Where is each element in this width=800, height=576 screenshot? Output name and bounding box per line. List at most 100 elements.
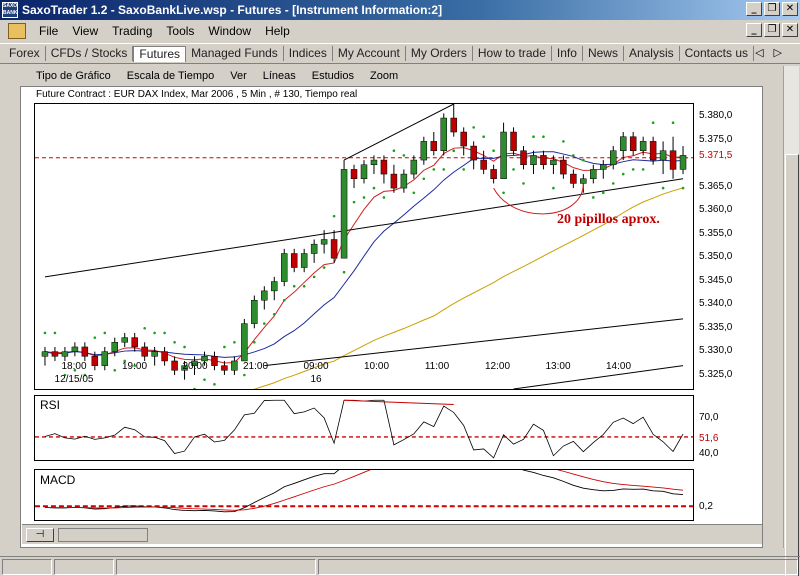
price-tick-label: 5.371,5 bbox=[699, 150, 733, 162]
candle-body bbox=[241, 323, 248, 362]
tab-analysis[interactable]: Analysis bbox=[624, 46, 680, 61]
chart-menu-zoom[interactable]: Zoom bbox=[369, 70, 399, 82]
psar-dot bbox=[153, 331, 156, 335]
rsi-line bbox=[44, 399, 684, 459]
rsi-chart[interactable] bbox=[34, 395, 694, 461]
macd-tick-label: 0,2 bbox=[699, 501, 713, 512]
candle-body bbox=[619, 136, 627, 151]
time-tick-label: 20:00 bbox=[182, 361, 208, 372]
chart-menu-lines[interactable]: Líneas bbox=[262, 70, 296, 82]
candle-body bbox=[530, 155, 537, 165]
document-icon[interactable] bbox=[8, 23, 26, 39]
psar-dot bbox=[562, 140, 565, 143]
candle-body bbox=[171, 360, 178, 371]
price-tick-label: 5.335,0 bbox=[699, 321, 733, 333]
menu-view[interactable]: View bbox=[72, 24, 99, 38]
candle-body bbox=[659, 150, 667, 161]
time-tick-label: 13:00 bbox=[545, 361, 571, 372]
macd-chart[interactable] bbox=[34, 469, 694, 521]
mdi-minimize-button[interactable]: _ bbox=[746, 23, 762, 37]
tab-contacts-us[interactable]: Contacts us bbox=[680, 46, 755, 61]
candle-body bbox=[201, 356, 208, 362]
trendline bbox=[264, 318, 684, 367]
psar-dot bbox=[93, 336, 97, 339]
minimize-button[interactable]: _ bbox=[746, 2, 762, 16]
chart-menu-time-scale[interactable]: Escala de Tiempo bbox=[126, 70, 215, 82]
vertical-scrollbar[interactable] bbox=[783, 66, 799, 576]
menu-trading[interactable]: Trading bbox=[112, 24, 153, 38]
mdi-close-button[interactable]: ✕ bbox=[782, 23, 798, 37]
chart-menu-chart-type[interactable]: Tipo de Gráfico bbox=[36, 70, 111, 82]
psar-dot bbox=[412, 191, 416, 195]
mdi-restore-button[interactable]: ❐ bbox=[764, 23, 780, 37]
annotation-arrow bbox=[493, 183, 584, 215]
candle-body bbox=[350, 169, 358, 180]
price-tick-label: 5.330,0 bbox=[699, 345, 733, 357]
candle-body bbox=[271, 281, 278, 292]
candle-body bbox=[480, 159, 487, 170]
tab-my-orders[interactable]: My Orders bbox=[406, 46, 473, 61]
chart-menu-view[interactable]: Ver bbox=[230, 70, 247, 82]
psar-dot bbox=[292, 284, 296, 288]
psar-dot bbox=[552, 186, 555, 190]
status-cell bbox=[116, 559, 316, 575]
candle-body bbox=[81, 346, 89, 357]
tab-managed-funds[interactable]: Managed Funds bbox=[186, 46, 284, 61]
candle-body bbox=[590, 169, 597, 180]
tab-my-account[interactable]: My Account bbox=[333, 46, 406, 61]
scrollbar-thumb[interactable] bbox=[785, 154, 799, 576]
time-tick-label: 14:00 bbox=[605, 361, 632, 372]
candle-body bbox=[450, 117, 457, 133]
candle-body bbox=[510, 131, 517, 151]
psar-dot bbox=[163, 331, 166, 335]
candle-body bbox=[649, 141, 657, 161]
price-chart[interactable] bbox=[34, 103, 694, 390]
chart-menu: Tipo de Gráfico Escala de Tiempo Ver Lín… bbox=[20, 66, 762, 86]
psar-dot bbox=[681, 186, 685, 190]
psar-dot bbox=[452, 149, 456, 153]
candle-body bbox=[420, 141, 428, 161]
tab-next-arrow-icon[interactable]: ▷ bbox=[773, 47, 792, 59]
status-bar bbox=[0, 556, 800, 576]
psar-dot bbox=[482, 135, 485, 138]
candle-body bbox=[91, 356, 99, 366]
candle-body bbox=[500, 131, 507, 180]
time-tick-sublabel: 16 bbox=[310, 374, 322, 385]
chart-menu-studies[interactable]: Estudios bbox=[311, 70, 354, 82]
psar-dot bbox=[432, 168, 436, 171]
tab-how-to-trade[interactable]: How to trade bbox=[473, 46, 552, 61]
price-tick-label: 5.355,0 bbox=[699, 227, 733, 239]
tab-forex[interactable]: Forex bbox=[4, 46, 46, 61]
candle-body bbox=[560, 159, 567, 175]
menu-file[interactable]: File bbox=[39, 24, 59, 38]
psar-dot bbox=[611, 182, 615, 185]
psar-dot bbox=[233, 340, 236, 344]
candle-body bbox=[669, 150, 677, 170]
tab-indices[interactable]: Indices bbox=[284, 46, 333, 61]
tab-info[interactable]: Info bbox=[552, 46, 583, 61]
macd-title: MACD bbox=[40, 473, 76, 487]
psar-dot bbox=[442, 168, 446, 171]
chart-toolbar: ⊣ bbox=[22, 524, 762, 544]
menu-help[interactable]: Help bbox=[265, 24, 290, 38]
candle-body bbox=[41, 351, 49, 357]
close-button[interactable]: ✕ bbox=[782, 2, 798, 16]
tab-prev-arrow-icon[interactable]: ◁ bbox=[755, 47, 774, 59]
crosshair-tool-button[interactable]: ⊣ bbox=[26, 528, 54, 542]
trendline bbox=[44, 178, 684, 278]
menu-tools[interactable]: Tools bbox=[166, 24, 195, 38]
instrument-info: Future Contract : EUR DAX Index, Mar 200… bbox=[36, 89, 358, 100]
tab-cfds-stocks[interactable]: CFDs / Stocks bbox=[46, 46, 134, 61]
tab-scroll-arrows: ◁▷ bbox=[755, 46, 792, 59]
time-tick-label: 09:00 bbox=[303, 361, 329, 372]
psar-dot bbox=[631, 168, 635, 171]
psar-dot bbox=[641, 168, 645, 171]
tab-futures[interactable]: Futures bbox=[133, 45, 187, 62]
tab-news[interactable]: News bbox=[583, 46, 624, 61]
candle-body bbox=[51, 351, 59, 357]
menu-window[interactable]: Window bbox=[208, 24, 252, 38]
psar-dot bbox=[342, 270, 346, 274]
candle-body bbox=[470, 145, 477, 161]
maximize-button[interactable]: ❐ bbox=[764, 2, 780, 16]
menu-bar: File View Trading Tools Window Help _ ❐ … bbox=[0, 20, 800, 42]
